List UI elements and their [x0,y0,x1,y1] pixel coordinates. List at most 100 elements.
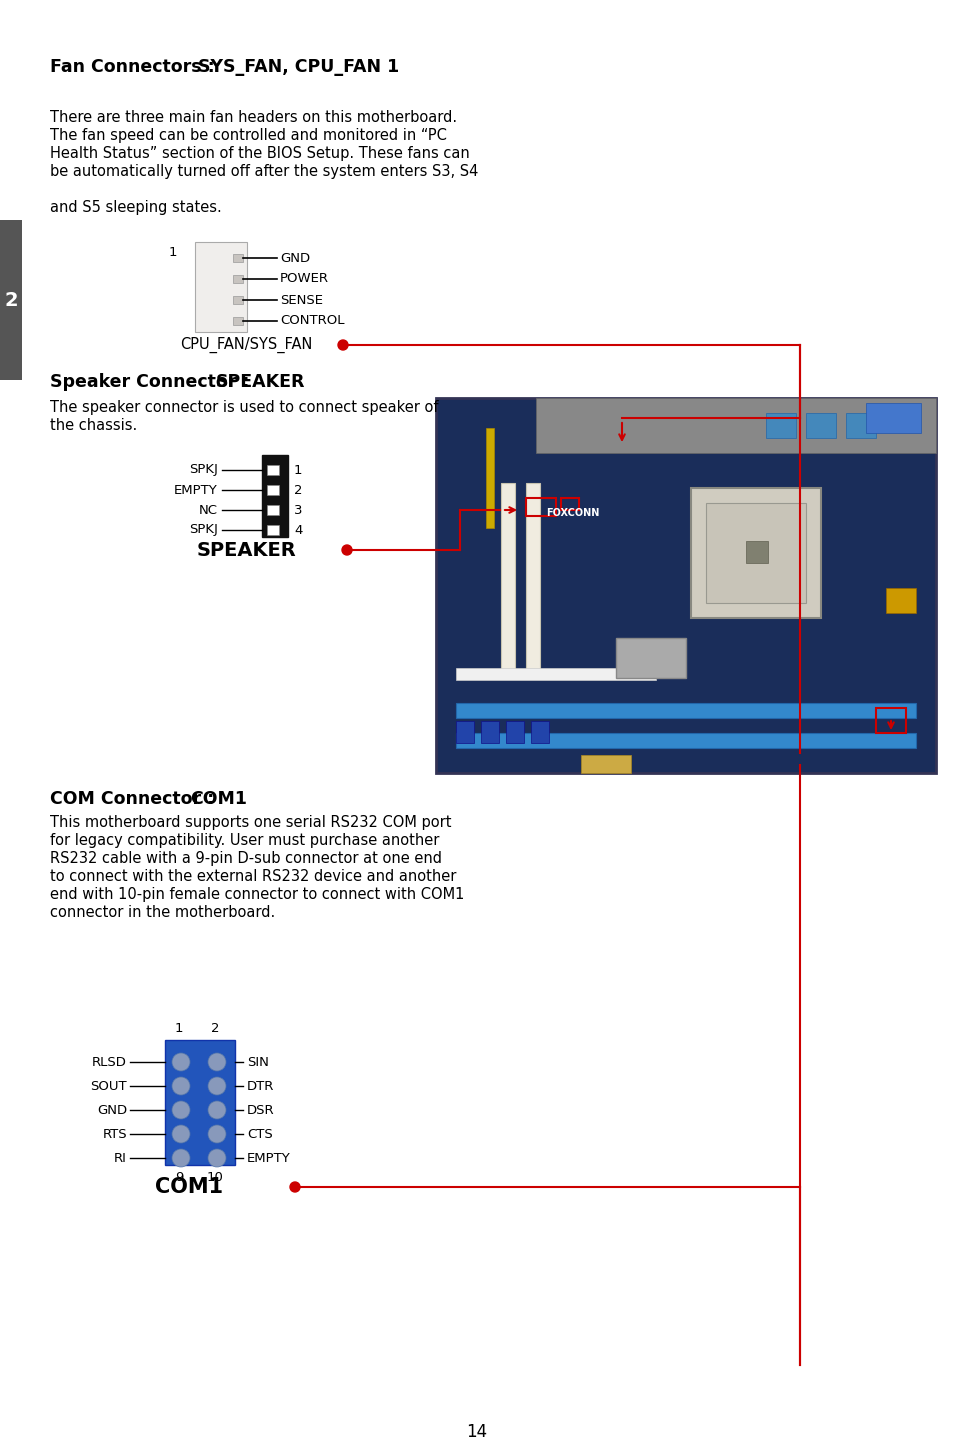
Bar [480,722,498,743]
Text: COM1: COM1 [154,1178,223,1196]
Bar [456,722,474,743]
Text: 9: 9 [174,1170,183,1183]
Text: SENSE: SENSE [280,293,323,306]
Bar [165,1040,234,1165]
Text: RTS: RTS [102,1128,127,1140]
Circle shape [172,1077,190,1095]
Bar [262,454,288,537]
Text: FOXCONN: FOXCONN [545,508,598,518]
Bar [267,485,278,495]
Text: SPKJ: SPKJ [189,524,218,536]
Bar [436,398,935,772]
Text: COM1: COM1 [190,790,247,807]
Bar [875,709,905,733]
Text: connector in the motherboard.: connector in the motherboard. [50,905,275,921]
Circle shape [341,544,352,555]
Text: NC: NC [199,504,218,517]
Text: Health Status” section of the BIOS Setup. These fans can: Health Status” section of the BIOS Setup… [50,147,469,161]
Bar [485,428,494,529]
Text: 1: 1 [294,463,302,476]
Bar [456,668,656,680]
Bar [580,755,630,772]
Text: There are three main fan headers on this motherboard.: There are three main fan headers on this… [50,110,456,125]
Circle shape [172,1053,190,1072]
Bar [536,398,935,453]
Circle shape [208,1149,226,1167]
Text: end with 10-pin female connector to connect with COM1: end with 10-pin female connector to conn… [50,887,464,902]
Text: The speaker connector is used to connect speaker of: The speaker connector is used to connect… [50,399,438,415]
Text: GND: GND [280,251,310,264]
Text: be automatically turned off after the system enters S3, S4: be automatically turned off after the sy… [50,164,477,179]
Text: EMPTY: EMPTY [174,484,218,497]
Bar [233,317,243,325]
Text: 2: 2 [294,484,302,497]
Bar [690,488,821,619]
Bar [233,274,243,283]
Text: SPEAKER: SPEAKER [196,540,296,559]
Bar [805,412,835,439]
Circle shape [208,1053,226,1072]
Circle shape [208,1125,226,1143]
Text: SOUT: SOUT [91,1079,127,1092]
Text: and S5 sleeping states.: and S5 sleeping states. [50,200,221,215]
Text: for legacy compatibility. User must purchase another: for legacy compatibility. User must purc… [50,833,439,848]
Bar [267,465,278,475]
Bar [267,526,278,534]
Text: RLSD: RLSD [92,1056,127,1069]
Text: 3: 3 [294,504,302,517]
Bar [765,412,795,439]
Bar [525,484,539,678]
Bar [456,703,915,717]
Bar [456,733,915,748]
Text: DSR: DSR [247,1104,274,1117]
Text: CONTROL: CONTROL [280,315,344,328]
Text: 1: 1 [169,245,177,258]
Text: 10: 10 [207,1170,223,1183]
Text: SYS_FAN, CPU_FAN 1: SYS_FAN, CPU_FAN 1 [198,58,399,76]
Circle shape [172,1101,190,1119]
Text: DTR: DTR [247,1079,274,1092]
Text: CPU_FAN/SYS_FAN: CPU_FAN/SYS_FAN [180,337,312,353]
Circle shape [172,1125,190,1143]
Text: to connect with the external RS232 device and another: to connect with the external RS232 devic… [50,868,456,884]
Text: EMPTY: EMPTY [247,1151,291,1165]
Bar [885,588,915,613]
Bar [0,221,22,380]
Text: RI: RI [114,1151,127,1165]
Circle shape [208,1101,226,1119]
Bar [705,502,805,603]
Bar [267,505,278,515]
Circle shape [290,1182,299,1192]
Text: Speaker Connector :: Speaker Connector : [50,373,255,391]
Text: The fan speed can be controlled and monitored in “PC: The fan speed can be controlled and moni… [50,128,446,142]
Text: This motherboard supports one serial RS232 COM port: This motherboard supports one serial RS2… [50,815,451,831]
Circle shape [337,340,348,350]
Text: GND: GND [97,1104,127,1117]
Bar [233,254,243,261]
Text: 2: 2 [211,1022,219,1035]
Text: 14: 14 [466,1423,487,1440]
Bar [531,722,548,743]
Bar [505,722,523,743]
Circle shape [208,1077,226,1095]
Text: 2: 2 [4,290,18,309]
Bar [745,542,767,563]
Text: SPKJ: SPKJ [189,463,218,476]
Text: POWER: POWER [280,273,329,286]
Text: 4: 4 [294,524,302,536]
Bar [525,498,556,515]
Bar [194,242,247,333]
Bar [560,498,578,510]
Text: RS232 cable with a 9-pin D-sub connector at one end: RS232 cable with a 9-pin D-sub connector… [50,851,441,865]
Bar [616,637,685,678]
Text: SPEAKER: SPEAKER [215,373,305,391]
Text: Fan Connectors :: Fan Connectors : [50,58,227,76]
Bar [233,296,243,303]
Bar [500,484,515,678]
Text: SIN: SIN [247,1056,269,1069]
Bar [845,412,875,439]
Text: 1: 1 [174,1022,183,1035]
Circle shape [172,1149,190,1167]
Bar [865,404,920,433]
Text: the chassis.: the chassis. [50,418,137,433]
